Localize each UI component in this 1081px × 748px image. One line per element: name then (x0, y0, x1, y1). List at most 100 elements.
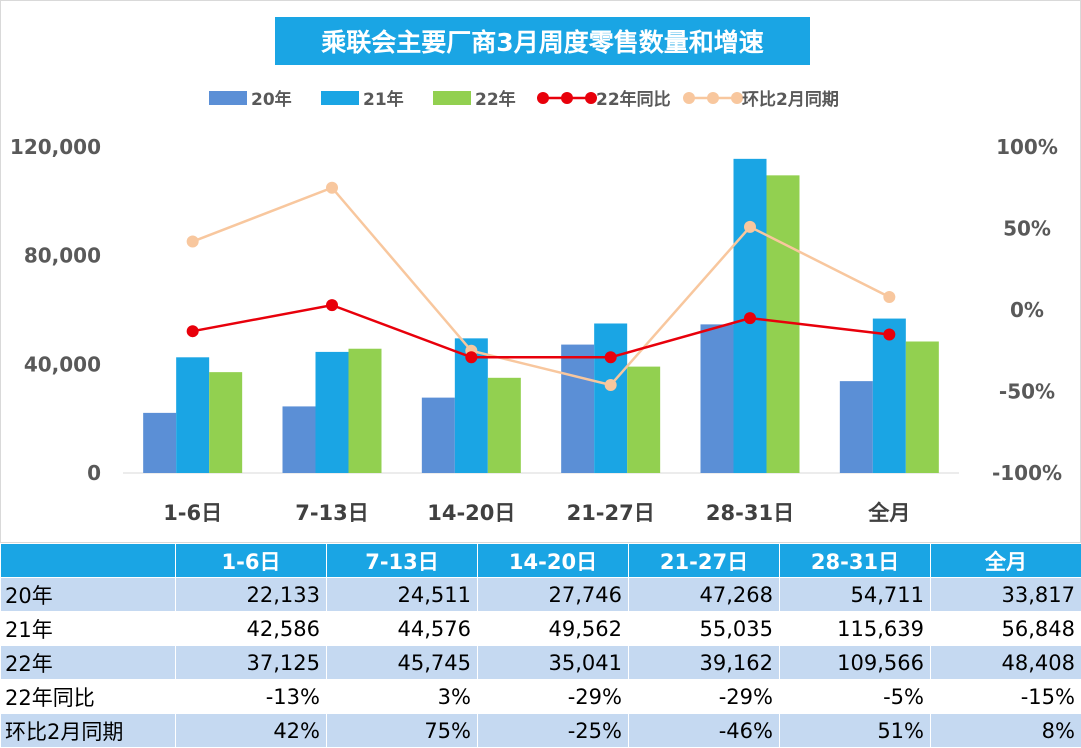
table-cell: 45,745 (327, 646, 478, 680)
table-cell: 55,035 (629, 612, 780, 646)
table-cell: 22,133 (176, 578, 327, 612)
table-cell: 35,041 (478, 646, 629, 680)
table-row-label: 21年 (1, 612, 176, 646)
table-row-label: 环比2月同期 (1, 714, 176, 748)
table-cell: -25% (478, 714, 629, 748)
table-header-cell (1, 544, 176, 578)
table-cell: 8% (931, 714, 1081, 748)
bar (873, 319, 906, 473)
table-header-cell: 28-31日 (780, 544, 931, 578)
x-tick-label: 7-13日 (295, 501, 369, 525)
line-point (605, 351, 617, 363)
table-cell: 44,576 (327, 612, 478, 646)
y-right-tick-label: 0% (1010, 298, 1044, 322)
line-point (187, 236, 199, 248)
legend-label: 环比2月同期 (742, 89, 839, 110)
legend-label: 20年 (251, 89, 292, 110)
legend-marker (707, 92, 719, 104)
line-point (326, 182, 338, 194)
line-point (744, 312, 756, 324)
line-point (744, 221, 756, 233)
table-row-label: 20年 (1, 578, 176, 612)
table-cell: -29% (478, 680, 629, 714)
table-cell: 39,162 (629, 646, 780, 680)
line-point (883, 328, 895, 340)
bar (283, 406, 316, 473)
table-row-label: 22年 (1, 646, 176, 680)
x-tick-label: 全月 (867, 501, 910, 525)
data-table: 1-6日 7-13日 14-20日 21-27日 28-31日 全月 20年 2… (0, 543, 1081, 748)
bar (316, 352, 349, 473)
bar (209, 372, 242, 473)
table-cell: -5% (780, 680, 931, 714)
table-cell: 33,817 (931, 578, 1081, 612)
legend-label: 22年同比 (596, 89, 671, 110)
y-left-tick-label: 120,000 (10, 135, 101, 159)
bar (627, 367, 660, 473)
bar (561, 345, 594, 473)
table-row: 环比2月同期 42% 75% -25% -46% 51% 8% (1, 714, 1081, 748)
bar (422, 398, 455, 473)
table-header-cell: 21-27日 (629, 544, 780, 578)
line-point (187, 325, 199, 337)
y-right-tick-label: 50% (1003, 217, 1051, 241)
table-cell: 27,746 (478, 578, 629, 612)
table-cell: 54,711 (780, 578, 931, 612)
legend-marker (683, 92, 695, 104)
table-cell: -29% (629, 680, 780, 714)
legend-swatch (209, 91, 247, 105)
table-cell: 75% (327, 714, 478, 748)
y-right-tick-label: -100% (992, 461, 1062, 485)
chart-title: 乘联会主要厂商3月周度零售数量和增速 (275, 17, 810, 65)
table-row: 22年 37,125 45,745 35,041 39,162 109,566 … (1, 646, 1081, 680)
y-right-tick-label: -50% (999, 380, 1055, 404)
bar (143, 413, 176, 473)
x-tick-label: 21-27日 (567, 501, 655, 525)
table-header-row: 1-6日 7-13日 14-20日 21-27日 28-31日 全月 (1, 544, 1081, 578)
bar (349, 349, 382, 473)
table-cell: 109,566 (780, 646, 931, 680)
table-row-label: 22年同比 (1, 680, 176, 714)
bar (906, 341, 939, 473)
x-tick-label: 14-20日 (427, 501, 515, 525)
x-tick-label: 28-31日 (706, 501, 794, 525)
table-cell: -13% (176, 680, 327, 714)
table-cell: 51% (780, 714, 931, 748)
table-cell: -15% (931, 680, 1081, 714)
table-row: 20年 22,133 24,511 27,746 47,268 54,711 3… (1, 578, 1081, 612)
table-cell: 49,562 (478, 612, 629, 646)
table-cell: 48,408 (931, 646, 1081, 680)
bar (840, 381, 873, 473)
table-header-cell: 全月 (931, 544, 1081, 578)
table-cell: 42,586 (176, 612, 327, 646)
table-cell: 24,511 (327, 578, 478, 612)
table-row: 21年 42,586 44,576 49,562 55,035 115,639 … (1, 612, 1081, 646)
line-point (883, 291, 895, 303)
table-header-cell: 7-13日 (327, 544, 478, 578)
table-cell: 37,125 (176, 646, 327, 680)
table-header-cell: 14-20日 (478, 544, 629, 578)
y-left-tick-label: 40,000 (24, 352, 101, 376)
table-cell: 47,268 (629, 578, 780, 612)
line-point (465, 351, 477, 363)
bar (488, 378, 521, 473)
bar (701, 324, 734, 473)
table-cell: -46% (629, 714, 780, 748)
bar (176, 357, 209, 473)
legend-marker (561, 92, 573, 104)
legend-label: 22年 (475, 89, 516, 110)
chart-svg: 040,00080,000120,000-100%-50%0%50%100%1-… (1, 1, 1081, 544)
line-point (605, 379, 617, 391)
table-cell: 115,639 (780, 612, 931, 646)
table-row: 22年同比 -13% 3% -29% -29% -5% -15% (1, 680, 1081, 714)
legend-marker (537, 92, 549, 104)
y-left-tick-label: 0 (87, 461, 101, 485)
x-tick-label: 1-6日 (163, 501, 222, 525)
legend-swatch (433, 91, 471, 105)
table-cell: 42% (176, 714, 327, 748)
bar (594, 323, 627, 473)
legend-swatch (321, 91, 359, 105)
table-cell: 56,848 (931, 612, 1081, 646)
legend-label: 21年 (363, 89, 404, 110)
